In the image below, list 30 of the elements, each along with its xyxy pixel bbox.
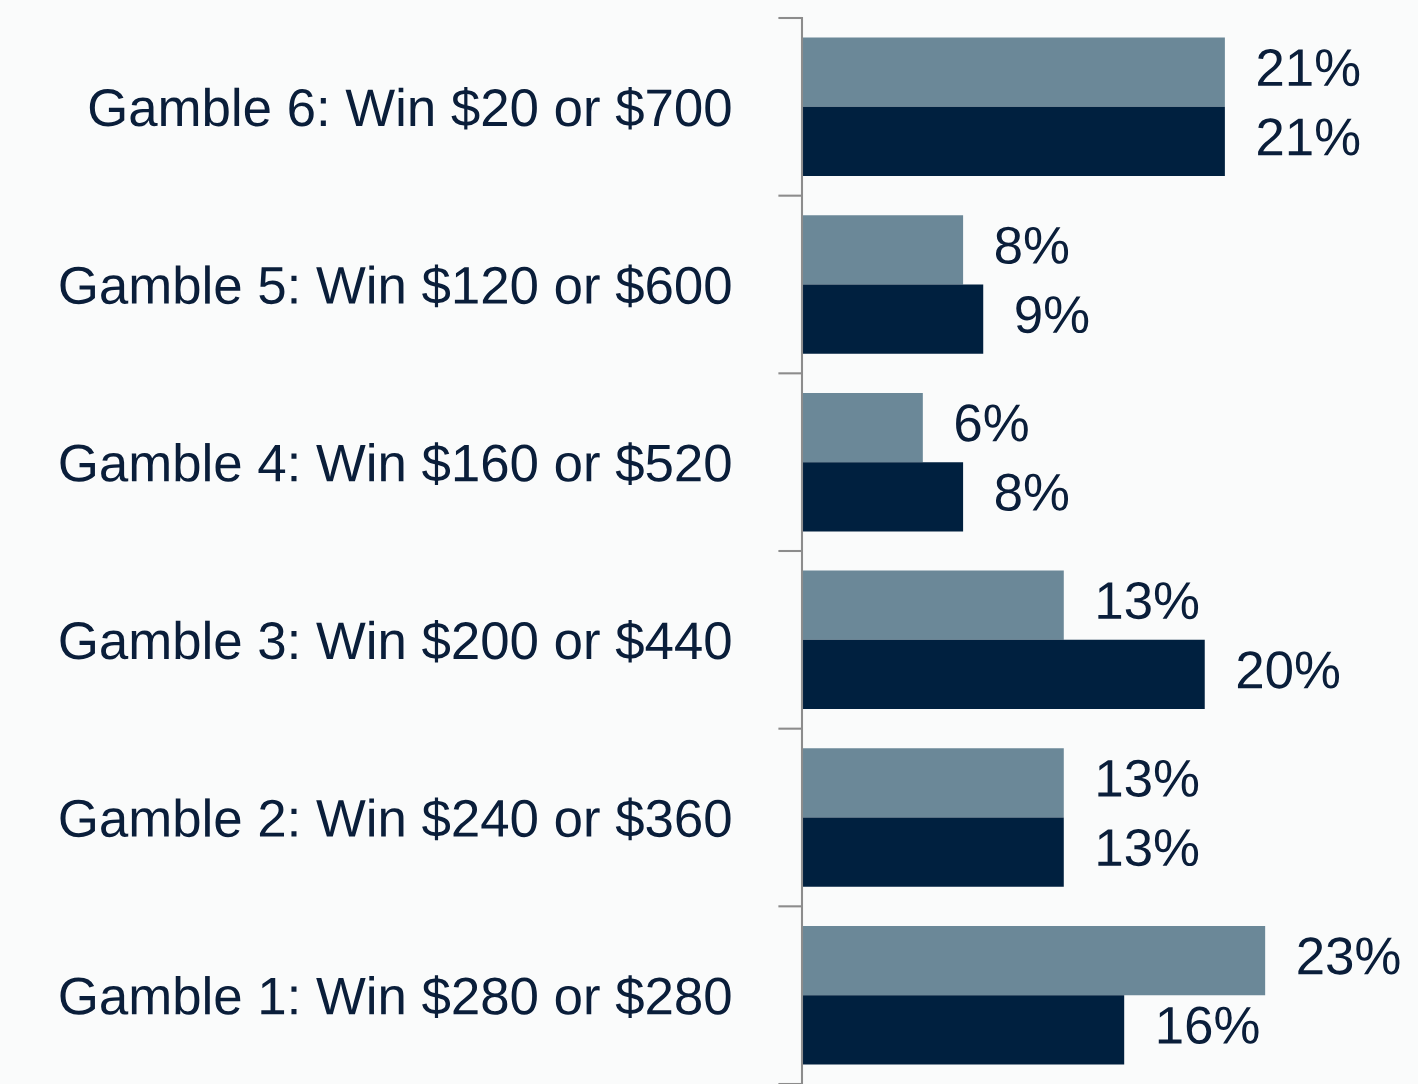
- bar: [802, 995, 1125, 1065]
- data-label: 16%: [1158, 1006, 1259, 1044]
- data-label: 13%: [1098, 759, 1199, 798]
- bar: [802, 925, 1266, 996]
- bar: [802, 462, 964, 532]
- bar: [802, 570, 1064, 640]
- data-label: 23%: [1298, 937, 1400, 975]
- y-tick-label: Gamble 2: Win $240 or $360: [60, 797, 731, 841]
- data-label: 9%: [1016, 295, 1089, 334]
- bar: [802, 106, 1225, 177]
- data-label: 21%: [1258, 118, 1360, 156]
- bar: [802, 392, 923, 463]
- bar: [802, 748, 1064, 818]
- y-tick-label: Gamble 5: Win $120 or $600: [60, 264, 731, 308]
- data-label: 6%: [956, 404, 1028, 442]
- data-label: 8%: [995, 473, 1069, 511]
- data-label: 8%: [995, 226, 1069, 265]
- bar: [802, 817, 1064, 887]
- y-tick-label: Gamble 3: Win $200 or $440: [60, 619, 731, 663]
- bar: [802, 215, 964, 285]
- y-tick-label: Gamble 4: Win $160 or $520: [60, 442, 731, 485]
- data-label: 13%: [1098, 581, 1199, 620]
- y-tick-label: Gamble 6: Win $20 or $700: [89, 86, 731, 130]
- bar: [802, 37, 1225, 107]
- data-label: 13%: [1098, 828, 1199, 867]
- bar: [802, 284, 984, 354]
- bar: [802, 639, 1205, 710]
- data-label: 21%: [1258, 48, 1360, 87]
- y-tick-label: Gamble 1: Win $280 or $280: [60, 975, 731, 1018]
- data-label: 20%: [1237, 651, 1340, 689]
